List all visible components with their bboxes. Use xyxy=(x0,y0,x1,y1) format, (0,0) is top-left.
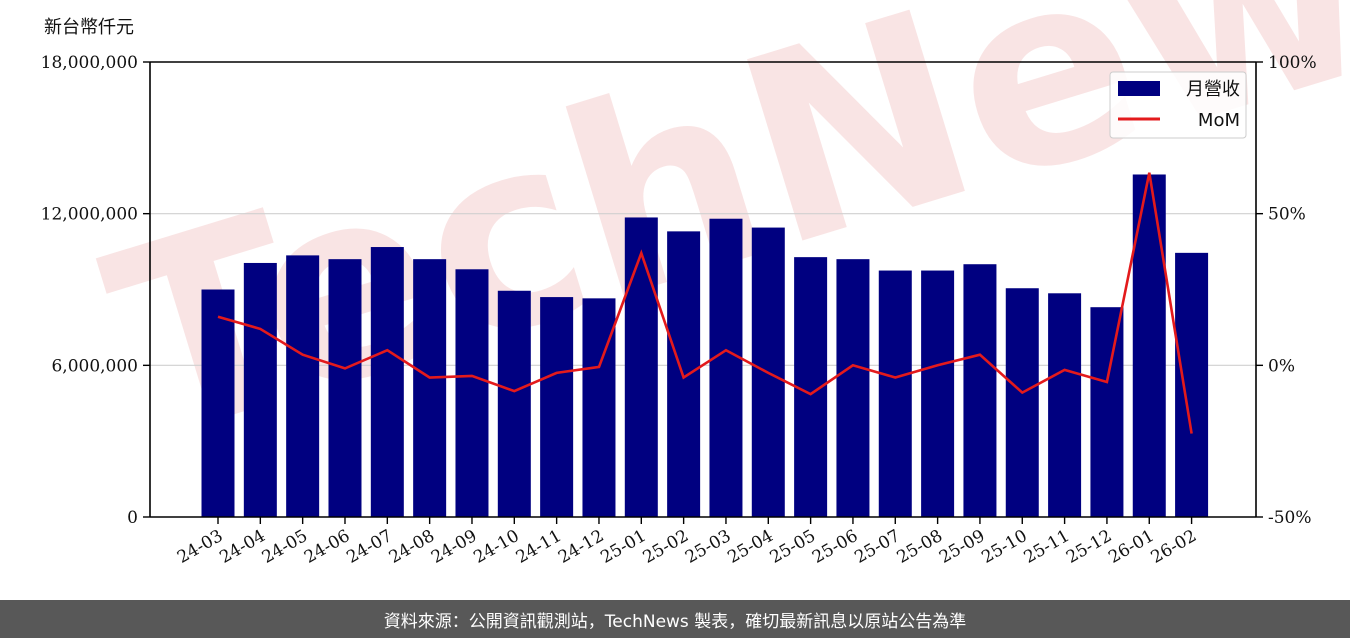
bar-25-03 xyxy=(709,218,743,517)
chart-area: TechNews06,000,00012,000,00018,000,000-5… xyxy=(41,0,1350,568)
x-tick-label-25-02: 25-02 xyxy=(640,526,692,568)
x-tick-label-25-08: 25-08 xyxy=(894,526,946,568)
left-tick-label: 0 xyxy=(127,508,138,528)
x-tick-label-25-06: 25-06 xyxy=(809,526,861,568)
x-tick-label-24-07: 24-07 xyxy=(343,526,395,568)
left-tick-label: 12,000,000 xyxy=(41,205,138,225)
x-tick-label-25-09: 25-09 xyxy=(936,526,988,568)
bar-25-07 xyxy=(878,270,912,517)
bar-25-06 xyxy=(836,259,870,517)
x-tick-label-25-01: 25-01 xyxy=(597,526,649,568)
x-tick-label-24-10: 24-10 xyxy=(470,526,522,568)
legend-label-revenue: 月營收 xyxy=(1186,79,1240,100)
x-tick-label-24-12: 24-12 xyxy=(555,526,607,568)
source-footer: 資料來源：公開資訊觀測站，TechNews 製表，確切最新訊息以原站公告為準 xyxy=(0,600,1350,638)
right-tick-label: 100% xyxy=(1268,53,1317,73)
x-tick-label-24-11: 24-11 xyxy=(513,526,565,568)
legend-label-mom: MoM xyxy=(1198,110,1240,131)
x-tick-label-25-03: 25-03 xyxy=(682,526,734,568)
x-tick-label-25-04: 25-04 xyxy=(724,526,776,568)
y-unit-label: 新台幣仟元 xyxy=(44,17,134,38)
bar-24-08 xyxy=(413,259,447,517)
x-tick-label-25-05: 25-05 xyxy=(767,526,819,568)
bar-24-06 xyxy=(328,259,362,517)
bar-25-08 xyxy=(921,270,955,517)
legend: 月營收 MoM xyxy=(1109,71,1247,139)
right-tick-label: 0% xyxy=(1268,356,1295,376)
bar-24-10 xyxy=(497,290,531,517)
x-tick-label-25-12: 25-12 xyxy=(1063,526,1115,568)
bar-24-11 xyxy=(540,297,574,517)
bar-25-12 xyxy=(1090,307,1124,517)
x-tick-label-24-09: 24-09 xyxy=(428,526,480,568)
right-tick-label: -50% xyxy=(1268,508,1312,528)
x-tick-label-25-07: 25-07 xyxy=(851,526,903,568)
x-tick-label-24-05: 24-05 xyxy=(259,526,311,568)
x-tick-label-24-08: 24-08 xyxy=(386,526,438,568)
bar-26-02 xyxy=(1175,252,1209,517)
mom-line xyxy=(217,172,1193,434)
x-tick-label-24-06: 24-06 xyxy=(301,526,353,568)
bar-24-09 xyxy=(455,269,489,517)
bar-24-05 xyxy=(286,255,320,517)
x-tick-label-25-11: 25-11 xyxy=(1021,526,1073,568)
left-tick-label: 18,000,000 xyxy=(41,53,138,73)
right-tick-label: 50% xyxy=(1268,205,1306,225)
x-tick-label-24-03: 24-03 xyxy=(174,526,226,568)
bar-25-01 xyxy=(624,217,658,518)
legend-swatch-revenue xyxy=(1118,81,1160,96)
bar-24-07 xyxy=(370,247,404,518)
bar-25-11 xyxy=(1048,293,1082,517)
source-footer-text: 資料來源：公開資訊觀測站，TechNews 製表，確切最新訊息以原站公告為準 xyxy=(383,611,967,632)
bar-24-04 xyxy=(243,262,277,517)
bar-24-03 xyxy=(201,289,235,517)
x-tick-label-26-02: 26-02 xyxy=(1148,526,1200,568)
bar-24-12 xyxy=(582,298,616,517)
left-tick-label: 6,000,000 xyxy=(51,356,138,376)
revenue-chart: TechNews06,000,00012,000,00018,000,000-5… xyxy=(41,0,1350,568)
x-tick-label-26-01: 26-01 xyxy=(1105,526,1157,568)
x-tick-label-24-04: 24-04 xyxy=(216,526,268,568)
x-tick-label-25-10: 25-10 xyxy=(978,526,1030,568)
bar-25-10 xyxy=(1005,288,1039,517)
bar-25-09 xyxy=(963,264,997,517)
